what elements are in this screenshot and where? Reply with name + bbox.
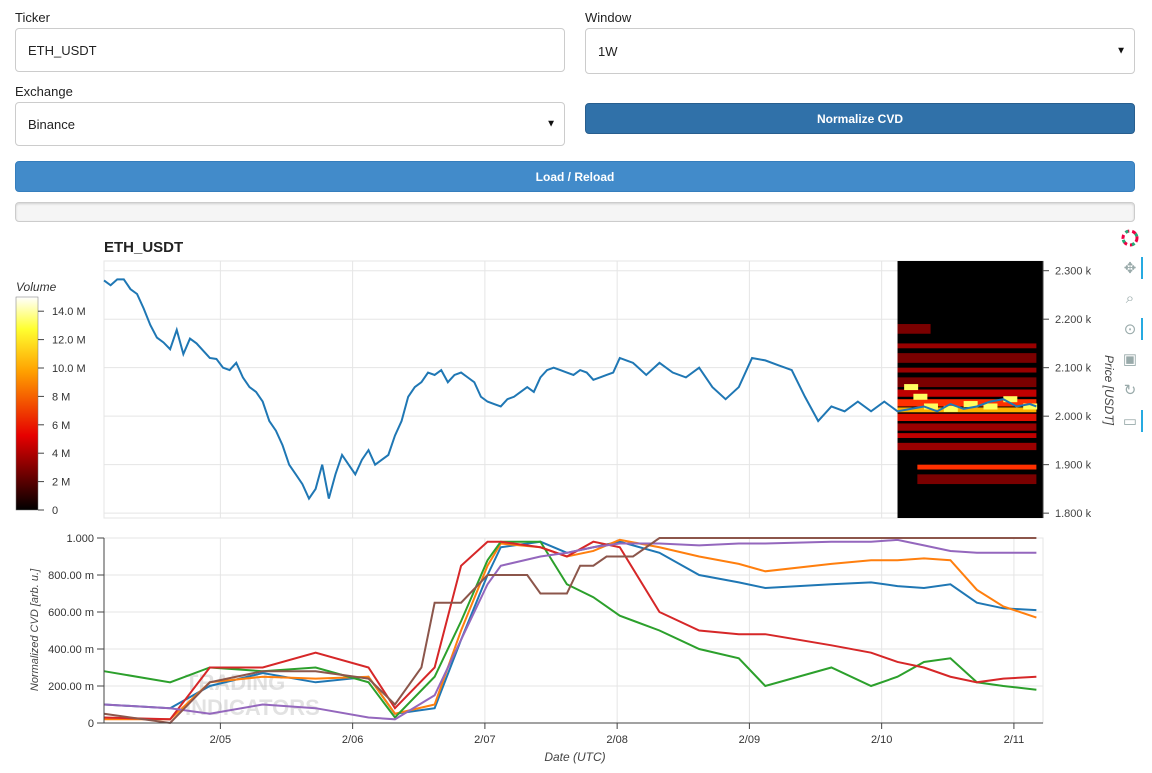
reset-icon[interactable]: ↻ <box>1123 382 1137 399</box>
heatmap-cell <box>897 367 1037 373</box>
box-zoom-icon[interactable]: ⌕ <box>1125 289 1135 307</box>
price-chart: ETH_USDT 1.800 k 1.900 k 2.000 k 2.100 k 2.2… <box>15 239 1115 520</box>
x-tick-label: 2/09 <box>739 734 760 746</box>
colorbar-tick-label: 2 M <box>52 477 70 489</box>
heatmap-cell <box>897 324 931 334</box>
colorbar-tick-label: 8 M <box>52 391 70 403</box>
y-tick-label: 800.00 m <box>48 570 94 582</box>
y-tick-label: 600.00 m <box>48 607 94 619</box>
heatmap-hot-cell <box>963 401 978 408</box>
heatmap-cell <box>917 464 1037 470</box>
y-tick-label: 1.900 k <box>1055 460 1092 472</box>
colorbar-title: Volume <box>16 280 57 294</box>
colorbar-ticks: 0 2 M 4 M 6 M 8 M 10.0 M 12.0 M 14.0 M <box>38 306 86 517</box>
cvd-series-line <box>103 538 1037 721</box>
heatmap-cell <box>897 353 1037 363</box>
cvd-plot-area[interactable] <box>103 537 1044 724</box>
y-tick-label: 200.00 m <box>48 681 94 693</box>
heatmap-hot-cell <box>983 403 998 410</box>
heatmap-cell <box>897 423 1037 431</box>
colorbar-tick-label: 4 M <box>52 448 70 460</box>
heatmap-cell <box>897 407 1037 413</box>
heatmap-cell <box>897 377 1037 388</box>
window-select[interactable]: 1W ▼ <box>585 28 1135 74</box>
load-reload-button[interactable]: Load / Reload <box>15 161 1135 192</box>
price-y-axis: 1.800 k 1.900 k 2.000 k 2.100 k 2.200 k 2.300… <box>1042 261 1092 520</box>
hover-icon[interactable]: ▭ <box>1119 410 1143 432</box>
exchange-value: Binance <box>28 116 75 132</box>
volume-heatmap <box>897 261 1043 518</box>
colorbar-tick-label: 0 <box>52 505 58 517</box>
colorbar-tick-label: 14.0 M <box>52 306 86 318</box>
y-tick-label: 2.100 k <box>1055 363 1092 375</box>
y-tick-label: 1.800 k <box>1055 508 1092 520</box>
heatmap-cell <box>897 433 1037 438</box>
cvd-series-line <box>104 538 1037 721</box>
exchange-select[interactable]: Binance ▼ <box>15 102 565 146</box>
colorbar <box>15 296 39 511</box>
x-tick-label: 2/10 <box>871 734 892 746</box>
y-tick-label: 2.000 k <box>1055 411 1092 423</box>
cvd-series-line <box>103 537 1037 725</box>
heatmap-cell <box>917 474 1037 485</box>
y-tick-label: 2.300 k <box>1055 266 1092 278</box>
cvd-y-axis: 0 200.00 m 400.00 m 600.00 m 800.00 m 1.000 <box>48 533 105 730</box>
save-icon[interactable]: ▣ <box>1122 351 1138 368</box>
normalize-cvd-button[interactable]: Normalize CVD <box>585 103 1135 134</box>
cvd-lines <box>103 537 1037 725</box>
chart-title: ETH_USDT <box>104 239 183 256</box>
window-label: Window <box>585 10 632 25</box>
chevron-down-icon: ▼ <box>1116 45 1126 57</box>
heatmap-cell <box>897 389 1037 397</box>
heatmap-hot-cell <box>904 384 919 391</box>
y-tick-label: 2.200 k <box>1055 314 1092 326</box>
cvd-series-line <box>103 540 1037 721</box>
ticker-value: ETH_USDT <box>28 42 97 58</box>
colorbar-tick-label: 10.0 M <box>52 363 86 375</box>
heatmap-cell <box>897 343 1037 349</box>
heatmap-cell <box>897 442 1037 451</box>
price-line <box>103 278 1037 501</box>
colorbar-tick-label: 6 M <box>52 420 70 432</box>
price-axis-label: Price [USDT] <box>1102 355 1115 426</box>
cvd-y-axis-label: Normalized CVD [arb. u.] <box>29 568 41 691</box>
wheel-zoom-icon[interactable]: ⊙ <box>1119 318 1143 340</box>
x-tick-label: 2/08 <box>606 734 627 746</box>
chevron-down-icon: ▼ <box>546 118 556 130</box>
price-plot-area[interactable] <box>103 260 1044 519</box>
heatmap-hot-cell <box>943 405 958 412</box>
window-value: 1W <box>598 43 618 59</box>
exchange-label: Exchange <box>15 84 73 99</box>
price-grid <box>104 261 1043 518</box>
ticker-input[interactable]: ETH_USDT <box>15 28 565 72</box>
y-tick-label: 0 <box>88 718 94 730</box>
bokeh-logo-icon[interactable] <box>1119 227 1141 249</box>
x-tick-label: 2/05 <box>210 734 231 746</box>
pan-icon[interactable]: ✥ <box>1119 257 1143 279</box>
heatmap-hot-cell <box>1003 396 1018 403</box>
ticker-label: Ticker <box>15 10 50 25</box>
x-tick-label: 2/11 <box>1004 734 1025 746</box>
x-tick-label: 2/07 <box>474 734 495 746</box>
heatmap-hot-cell <box>923 403 938 410</box>
cvd-x-axis: 2/05 2/06 2/07 2/08 2/09 2/10 2/11 <box>104 722 1043 746</box>
heatmap-hot-cell <box>1023 403 1038 410</box>
y-tick-label: 400.00 m <box>48 644 94 656</box>
x-tick-label: 2/06 <box>342 734 363 746</box>
cvd-x-axis-label: Date (UTC) <box>544 750 605 764</box>
y-tick-label: 1.000 <box>66 533 94 545</box>
cvd-series-line <box>103 540 1037 719</box>
heatmap-cell <box>897 413 1037 422</box>
colorbar-tick-label: 12.0 M <box>52 335 86 347</box>
progress-bar <box>15 202 1135 222</box>
heatmap-hot-cell <box>913 393 928 400</box>
